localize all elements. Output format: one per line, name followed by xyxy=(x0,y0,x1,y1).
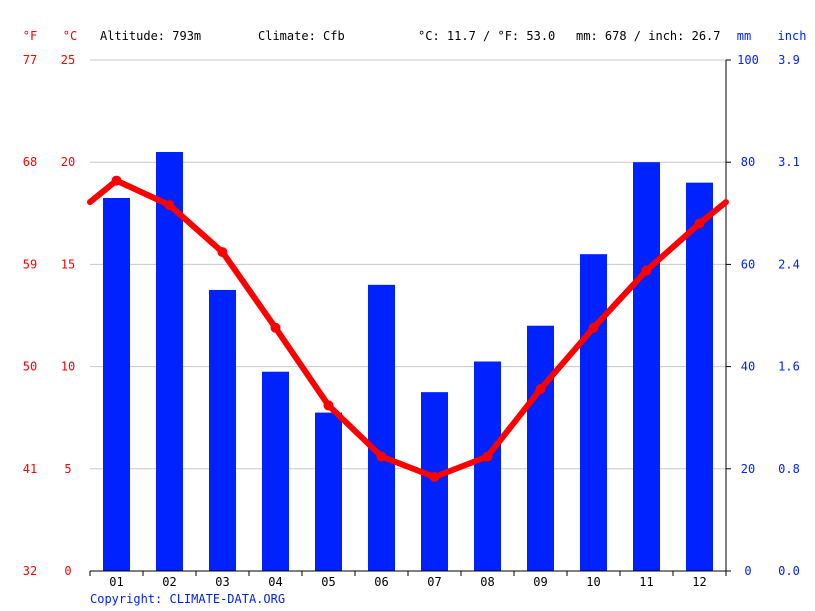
temperature-point xyxy=(694,218,705,229)
y-tick-mm: 80 xyxy=(741,155,755,169)
y-tick-celsius: 20 xyxy=(61,155,75,169)
precipitation-bar xyxy=(580,254,607,571)
y-tick-inch: 3.9 xyxy=(778,53,800,67)
temperature-point xyxy=(588,322,599,333)
y-tick-mm: 0 xyxy=(744,564,751,578)
y-tick-celsius: 5 xyxy=(64,462,71,476)
temperature-average-label: °C: 11.7 / °F: 53.0 xyxy=(418,29,555,43)
y-tick-fahrenheit: 68 xyxy=(23,155,37,169)
x-tick-label: 10 xyxy=(586,575,600,589)
copyright-text: Copyright: CLIMATE-DATA.ORG xyxy=(90,592,285,606)
x-tick-label: 07 xyxy=(427,575,441,589)
x-tick-label: 06 xyxy=(374,575,388,589)
x-tick-label: 04 xyxy=(268,575,282,589)
x-tick-label: 05 xyxy=(321,575,335,589)
precipitation-bar xyxy=(474,361,501,571)
precipitation-bar xyxy=(156,151,183,572)
y-tick-mm: 60 xyxy=(741,257,755,271)
y-tick-mm: 40 xyxy=(741,360,755,374)
x-tick-label: 02 xyxy=(162,575,176,589)
precipitation-bar xyxy=(527,325,554,571)
precipitation-bar xyxy=(209,289,236,571)
climate-label: Climate: Cfb xyxy=(258,29,345,43)
y-tick-celsius: 0 xyxy=(64,564,71,578)
temperature-line xyxy=(87,175,729,482)
precipitation-bar xyxy=(368,284,395,571)
x-tick-label: 12 xyxy=(692,575,706,589)
temperature-point xyxy=(482,451,493,462)
y-tick-mm: 20 xyxy=(741,462,755,476)
x-tick-label: 01 xyxy=(109,575,123,589)
y-tick-celsius: 10 xyxy=(61,360,75,374)
tick-labels: 32 0 41 5 50 10 59 15 68 20 77 25 0 0.0 20 0.8 40 1.6 60 2.… xyxy=(23,53,800,589)
precipitation-bar xyxy=(686,182,713,571)
x-tick-label: 03 xyxy=(215,575,229,589)
temperature-point xyxy=(111,175,122,186)
x-tick-label: 08 xyxy=(480,575,494,589)
precipitation-bar xyxy=(315,412,342,571)
y-tick-fahrenheit: 41 xyxy=(23,462,37,476)
y-tick-fahrenheit: 77 xyxy=(23,53,37,67)
y-tick-fahrenheit: 59 xyxy=(23,257,37,271)
y-tick-celsius: 15 xyxy=(61,257,75,271)
y-tick-fahrenheit: 50 xyxy=(23,360,37,374)
temperature-point xyxy=(641,265,652,276)
y-tick-inch: 0.8 xyxy=(778,462,800,476)
y-tick-celsius: 25 xyxy=(61,53,75,67)
y-tick-fahrenheit: 32 xyxy=(23,564,37,578)
y-tick-mm: 100 xyxy=(737,53,759,67)
temperature-point xyxy=(323,400,334,411)
unit-celsius-label: °C xyxy=(63,29,77,43)
temperature-point xyxy=(270,322,281,333)
temperature-point xyxy=(164,200,175,211)
temperature-point xyxy=(429,471,440,482)
unit-fahrenheit-label: °F xyxy=(23,29,37,43)
temperature-point xyxy=(217,247,228,258)
temperature-point xyxy=(535,384,546,395)
x-tick-label: 11 xyxy=(639,575,653,589)
temperature-line-path xyxy=(87,177,729,480)
unit-mm-label: mm xyxy=(737,29,751,43)
temperature-point xyxy=(376,451,387,462)
x-tick-label: 09 xyxy=(533,575,547,589)
y-tick-inch: 1.6 xyxy=(778,360,800,374)
precipitation-total-label: mm: 678 / inch: 26.7 xyxy=(576,29,721,43)
unit-inch-label: inch xyxy=(778,29,807,43)
altitude-label: Altitude: 793m xyxy=(100,29,201,43)
precipitation-bars xyxy=(103,151,713,572)
y-tick-inch: 2.4 xyxy=(778,257,800,271)
axes xyxy=(89,59,731,576)
precipitation-bar xyxy=(262,371,289,571)
precipitation-bar xyxy=(633,162,660,571)
precipitation-bar xyxy=(103,197,130,571)
y-tick-inch: 0.0 xyxy=(778,564,800,578)
gridlines xyxy=(90,59,726,470)
y-tick-inch: 3.1 xyxy=(778,155,800,169)
